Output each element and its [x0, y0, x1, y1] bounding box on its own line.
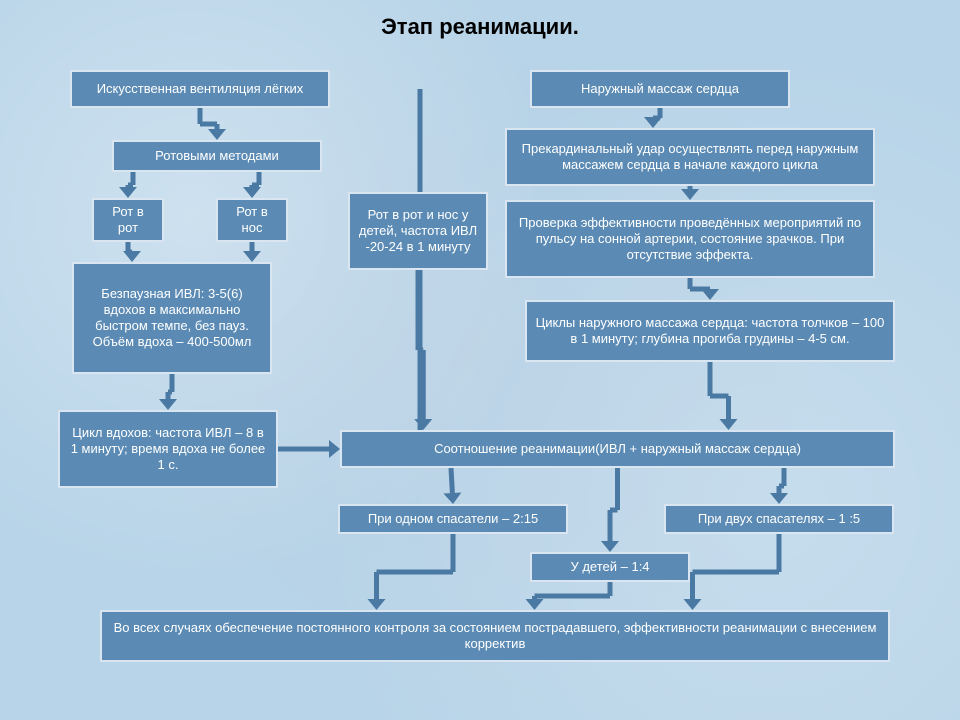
flowchart-node-n6: Рот в нос [216, 198, 288, 242]
flowchart-node-n4: Прекардинальный удар осуществлять перед … [505, 128, 875, 186]
flowchart-node-n1: Искусственная вентиляция лёгких [70, 70, 330, 108]
page-title: Этап реанимации. [0, 14, 960, 40]
flowchart-node-n5: Рот в рот [92, 198, 164, 242]
flowchart-node-n12: Соотношение реанимации(ИВЛ + наружный ма… [340, 430, 895, 468]
flowchart-node-n14: При двух спасателях – 1 :5 [664, 504, 894, 534]
flowchart-node-n13: При одном спасатели – 2:15 [338, 504, 568, 534]
page-title-text: Этап реанимации. [381, 14, 579, 39]
flowchart-canvas: Этап реанимации. Искусственная вентиляци… [0, 0, 960, 720]
flowchart-node-n3: Ротовыми методами [112, 140, 322, 172]
flowchart-node-n10: Циклы наружного массажа сердца: частота … [525, 300, 895, 362]
flowchart-node-n7: Рот в рот и нос у детей, частота ИВЛ -20… [348, 192, 488, 270]
flowchart-node-n8: Проверка эффективности проведённых мероп… [505, 200, 875, 278]
flowchart-node-n15: У детей – 1:4 [530, 552, 690, 582]
flowchart-node-n11: Цикл вдохов: частота ИВЛ – 8 в 1 минуту;… [58, 410, 278, 488]
flowchart-node-n9: Безпаузная ИВЛ: 3-5(6) вдохов в максимал… [72, 262, 272, 374]
flowchart-node-n16: Во всех случаях обеспечение постоянного … [100, 610, 890, 662]
flowchart-node-n2: Наружный массаж сердца [530, 70, 790, 108]
